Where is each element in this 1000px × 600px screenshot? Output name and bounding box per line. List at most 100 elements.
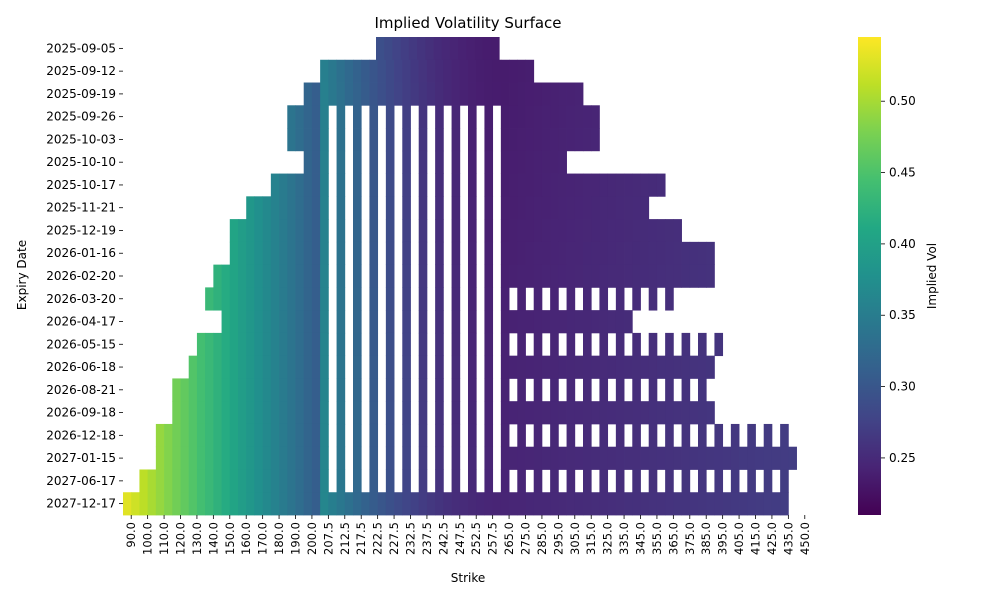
heatmap-cell [755,492,765,516]
heatmap-cell [517,469,526,493]
heatmap-cell [558,492,567,516]
heatmap-cell [500,82,510,106]
heatmap-cell [238,469,247,493]
x-tick-label: 335.0 [617,522,631,555]
heatmap-cell [402,446,411,470]
x-tick-label: 385.0 [699,522,713,555]
heatmap-cell [624,355,633,379]
heatmap-cell [353,378,362,402]
heatmap-cell [402,423,411,448]
heatmap-cell [665,423,674,448]
heatmap-cell [353,355,362,379]
heatmap-cell [369,401,379,425]
heatmap-cell [517,241,526,266]
heatmap-cell [599,469,609,493]
heatmap-cell [402,264,411,288]
heatmap-cell [640,446,650,470]
heatmap-cell [451,310,461,334]
heatmap-cell [336,401,346,425]
heatmap-cell [262,355,272,379]
heatmap-cell [615,332,625,357]
heatmap-cell [385,105,395,129]
heatmap-cell [451,401,461,425]
heatmap-cell [747,469,756,493]
heatmap-cell [435,401,444,425]
heatmap-cell [689,492,699,516]
y-tick-label: 2026-02-20 [46,269,116,283]
heatmap-cell [443,82,452,106]
heatmap-cell [369,241,379,266]
heatmap-cell [311,469,321,493]
heatmap-cell [303,128,313,152]
x-tick-label: 150.0 [223,522,237,555]
heatmap-cell [229,423,239,448]
heatmap-cell [468,310,477,334]
heatmap-cell [599,378,609,402]
y-axis-label: Expiry Date [15,240,29,310]
heatmap-cell [599,264,609,288]
heatmap-cell [287,128,296,152]
heatmap-cell [435,355,444,379]
heatmap-cell [172,378,181,402]
heatmap-cell [311,332,321,357]
heatmap-cell [377,492,387,516]
heatmap-cell [295,287,305,311]
heatmap-cell [525,355,535,379]
heatmap-cell [566,196,576,220]
heatmap-cell [681,332,691,357]
heatmap-cell [541,241,551,266]
heatmap-cell [369,423,379,448]
heatmap-cell [435,150,444,174]
heatmap-cell [468,469,477,493]
heatmap-cell [394,59,403,83]
heatmap-cell [435,287,444,311]
heatmap-cell [418,332,428,357]
heatmap-cell [402,173,411,197]
heatmap-cell [295,128,305,152]
heatmap-cell [353,105,362,129]
heatmap-cell [484,423,494,448]
heatmap-cell [311,105,321,129]
heatmap-cell [449,37,459,61]
colorbar-tick-label: 0.35 [889,308,916,322]
heatmap-cell [410,82,420,106]
heatmap-cell [591,401,600,425]
heatmap-cell [353,150,362,174]
heatmap-cell [780,446,789,470]
heatmap-cell [648,173,658,197]
heatmap-cell [599,401,609,425]
heatmap-cell [418,310,428,334]
heatmap-cell [459,59,469,83]
heatmap-cell [730,423,740,448]
heatmap-cell [673,355,682,379]
heatmap-cell [303,287,313,311]
y-tick-label: 2025-09-12 [46,64,116,78]
heatmap-cell [311,219,321,243]
heatmap-cell [155,492,165,516]
heatmap-cell [681,378,691,402]
heatmap-cell [229,287,239,311]
heatmap-cell [500,492,510,516]
x-tick-label: 217.5 [354,522,368,555]
heatmap-cell [632,241,641,266]
heatmap-cell [615,264,625,288]
heatmap-cell [583,173,592,197]
heatmap-cell [353,446,362,470]
heatmap-cell [377,82,387,106]
heatmap-cell [599,173,609,197]
heatmap-cell [270,310,280,334]
heatmap-cell [320,150,329,174]
heatmap-cell [607,310,617,334]
heatmap-cell [681,469,691,493]
heatmap-cell [196,492,206,516]
heatmap-cell [509,128,518,152]
heatmap-cell [418,287,428,311]
heatmap-cell [550,219,559,243]
heatmap-cell [336,492,346,516]
heatmap-cell [254,469,264,493]
heatmap-cell [270,173,280,197]
heatmap-cell [320,423,329,448]
heatmap-cell [558,82,567,106]
heatmap-cell [665,287,674,311]
heatmap-cell [517,446,526,470]
